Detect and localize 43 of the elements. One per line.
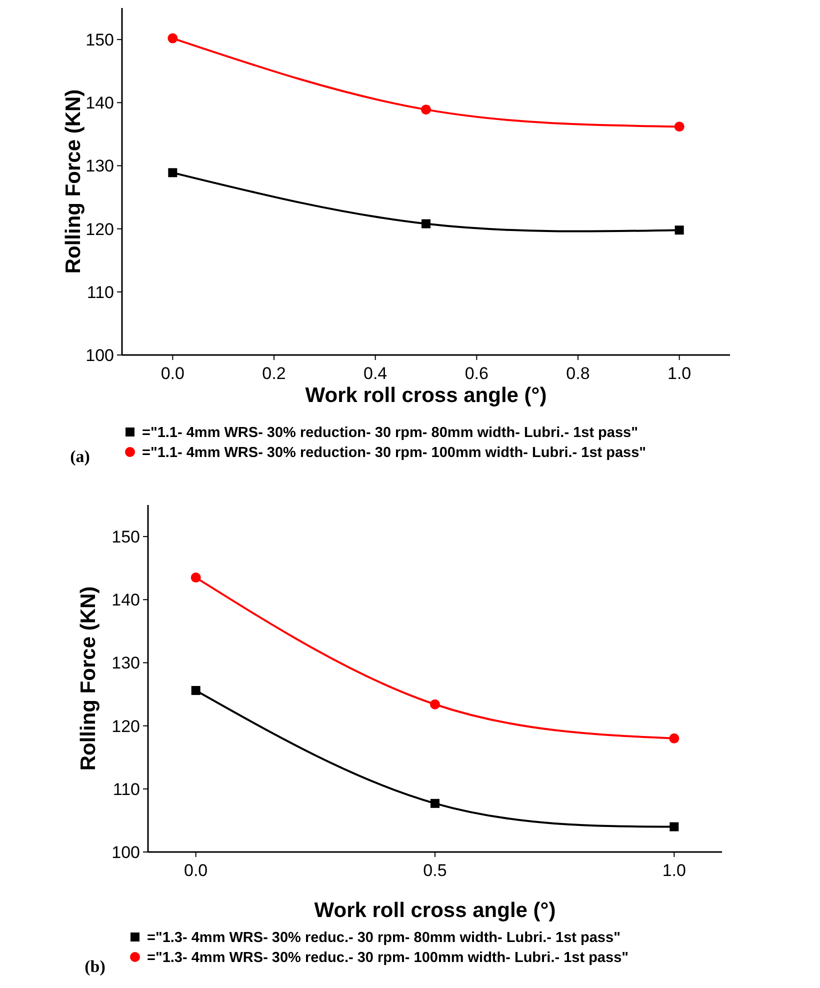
y-tick-label: 140 <box>112 590 140 610</box>
x-tick-label: 1.0 <box>662 861 686 880</box>
text: (a) <box>70 447 90 466</box>
legend-label: ="1.3- 4mm WRS- 30% reduc.- 30 rpm- 100mm width- Lubri.- 1st pass" <box>147 950 629 966</box>
x-tick-label: 0.5 <box>423 861 447 880</box>
point <box>670 822 679 832</box>
y-tick-label: 120 <box>86 220 114 239</box>
x-tick-label: 0.0 <box>160 364 184 383</box>
point <box>430 798 440 808</box>
x-axis-title: Work roll cross angle (°) <box>314 899 556 922</box>
y-tick-label: 150 <box>86 30 114 50</box>
y-tick-label: 100 <box>86 346 114 365</box>
point <box>422 219 430 228</box>
point <box>669 733 680 744</box>
y-axis-title: Rolling Force (KN) <box>62 89 85 274</box>
point <box>674 226 684 235</box>
y-tick-label: 120 <box>112 716 140 736</box>
legend-label: ="1.3- 4mm WRS- 30% reduc.- 30 rpm- 80mm width- Lubri.- 1st pass" <box>147 930 620 946</box>
x-tick-label: 0.6 <box>464 364 488 383</box>
y-tick-label: 130 <box>112 654 140 673</box>
point <box>430 699 440 710</box>
y-tick-label: 110 <box>112 780 140 799</box>
legend-label: ="1.1- 4mm WRS- 30% reduction- 30 rpm- 80mm width- Lubri.- 1st pass" <box>142 425 638 441</box>
point <box>191 686 200 695</box>
x-axis-title: Work roll cross angle (°) <box>305 384 547 407</box>
y-tick-label: 100 <box>112 842 140 862</box>
x-tick-label: 0.8 <box>566 364 590 383</box>
legend-label: ="1.1- 4mm WRS- 30% reduction- 30 rpm- 100mm width- Lubri.- 1st pass" <box>142 445 646 461</box>
y-tick-label: 150 <box>112 527 140 546</box>
x-tick-label: 0.0 <box>184 861 208 880</box>
x-tick-label: 1.0 <box>668 364 692 383</box>
point <box>168 168 178 178</box>
y-axis-title: Rolling Force (KN) <box>77 586 100 771</box>
point <box>190 572 201 583</box>
y-tick-label: 130 <box>86 156 114 176</box>
point <box>674 122 684 132</box>
text: (b) <box>84 957 106 976</box>
y-tick-label: 110 <box>86 282 114 302</box>
x-tick-label: 0.4 <box>364 364 388 383</box>
x-tick-label: 0.2 <box>262 364 286 383</box>
point <box>421 104 431 115</box>
point <box>168 33 178 44</box>
y-tick-label: 140 <box>86 94 114 113</box>
